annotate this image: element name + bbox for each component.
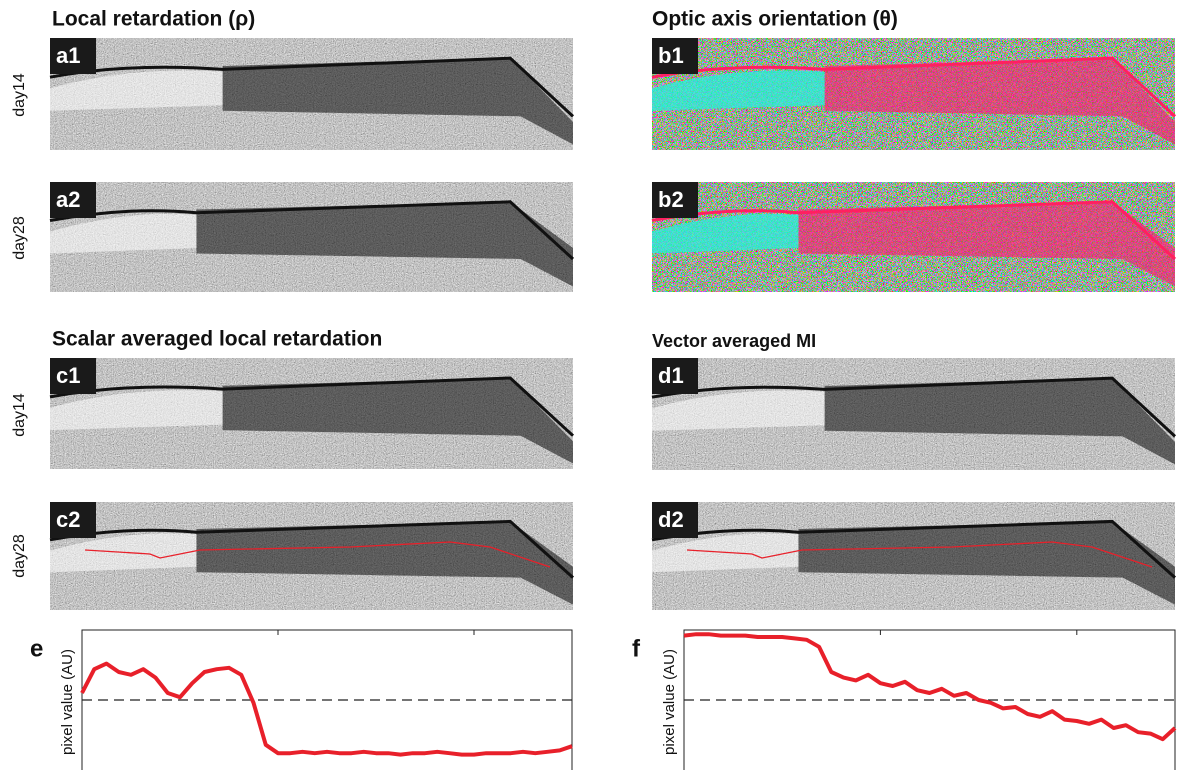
tissue-bright xyxy=(50,390,223,431)
panel-label: c2 xyxy=(56,507,80,532)
image-panel: c2 xyxy=(49,502,575,610)
panel-label-box xyxy=(652,502,698,538)
panel-label: b1 xyxy=(658,43,684,68)
row-label: day14 xyxy=(11,73,28,117)
panel-label: b2 xyxy=(658,187,684,212)
panel-label-box xyxy=(50,38,96,74)
panel-label: a2 xyxy=(56,187,80,212)
panel-group-title: Local retardation (ρ) xyxy=(52,8,255,31)
panel-label: a1 xyxy=(56,43,80,68)
y-axis-label: pixel value (AU) xyxy=(661,649,678,755)
panel-group-title: Scalar averaged local retardation xyxy=(52,328,382,351)
panel-label-box xyxy=(652,182,698,218)
tissue-bright xyxy=(652,70,825,111)
tissue-dark xyxy=(824,58,1175,145)
tissue-dark xyxy=(196,201,573,287)
image-panel: d1 xyxy=(651,358,1177,470)
tissue-bright xyxy=(652,213,799,254)
panel-label-box xyxy=(652,38,698,74)
row-label: day28 xyxy=(11,216,28,260)
plot-label: e xyxy=(30,635,43,662)
panel-label-box xyxy=(652,358,698,394)
panel-label: d1 xyxy=(658,363,684,388)
y-axis-label: pixel value (AU) xyxy=(59,649,76,755)
tissue-dark xyxy=(196,521,573,605)
segmentation-line xyxy=(686,541,1153,568)
panel-group-title: Vector averaged MI xyxy=(652,331,816,351)
image-panel: a1 xyxy=(49,38,575,150)
tissue-dark xyxy=(824,378,1175,465)
tissue-dark xyxy=(798,201,1175,287)
panel-group-title: Optic axis orientation (θ) xyxy=(652,8,898,31)
data-line xyxy=(80,661,573,757)
panel-label: d2 xyxy=(658,507,684,532)
row-label: day28 xyxy=(11,534,28,578)
tissue-dark xyxy=(222,377,573,464)
tissue-dark xyxy=(798,521,1175,605)
segmentation-line xyxy=(84,541,551,568)
image-panel: b2 xyxy=(651,182,1177,292)
panel-label-box xyxy=(50,358,96,394)
tissue-bright xyxy=(652,390,825,431)
image-panel: c1 xyxy=(49,358,575,469)
tissue-dark xyxy=(222,58,573,145)
panel-label-box xyxy=(50,502,96,538)
tissue-bright xyxy=(50,213,197,254)
row-label: day14 xyxy=(11,393,28,437)
image-panel: a2 xyxy=(49,182,575,292)
data-line xyxy=(683,632,1177,742)
panel-label: c1 xyxy=(56,363,80,388)
plot-label: f xyxy=(632,635,641,662)
tissue-bright xyxy=(50,70,223,111)
image-panel: b1 xyxy=(651,38,1177,150)
panel-label-box xyxy=(50,182,96,218)
image-panel: d2 xyxy=(651,502,1177,610)
